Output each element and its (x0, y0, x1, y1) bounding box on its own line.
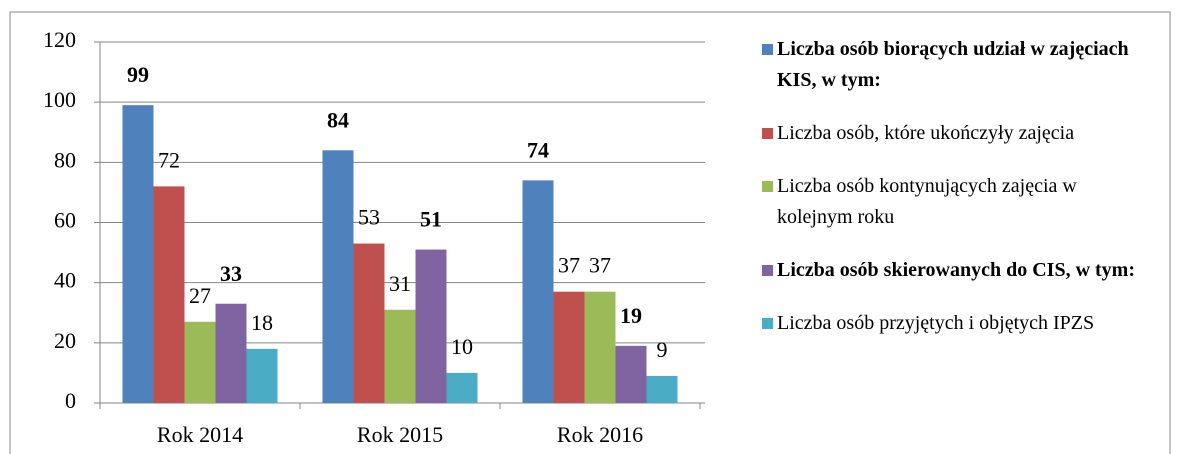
data-label: 74 (527, 137, 549, 162)
bar (184, 321, 216, 403)
bar (122, 105, 154, 404)
legend-item: Liczba osób przyjętych i objętych IPZS (762, 308, 1152, 339)
bar (615, 345, 647, 403)
legend-label: Liczba osób skierowanych do CIS, w tym: (777, 259, 1135, 281)
chart-border (9, 11, 1171, 454)
y-tick-label: 0 (65, 388, 76, 413)
bar (584, 291, 616, 403)
data-label: 99 (127, 62, 149, 87)
data-label: 72 (158, 147, 180, 172)
y-tick-label: 80 (54, 147, 76, 172)
y-tick-label: 120 (43, 27, 76, 52)
legend-swatch (762, 44, 773, 55)
data-label: 27 (189, 283, 211, 308)
y-tick-label: 60 (54, 208, 76, 233)
y-tick-label: 100 (43, 87, 76, 112)
y-tick-label: 20 (54, 328, 76, 353)
bar (246, 348, 278, 403)
legend-swatch (762, 181, 773, 192)
bar (522, 180, 554, 403)
bar (384, 309, 416, 403)
data-label: 19 (620, 303, 642, 328)
data-label: 33 (220, 261, 242, 286)
bar (153, 186, 185, 403)
legend-label: Liczba osób kontynujących zajęcia w kole… (777, 175, 1077, 228)
bar (322, 150, 354, 403)
legend: Liczba osób biorących udział w zajęciach… (762, 34, 1152, 361)
x-tick-label: Rok 2015 (357, 422, 443, 447)
data-label: 18 (251, 310, 273, 335)
data-label: 31 (389, 271, 411, 296)
bar (553, 291, 585, 403)
legend-item: Liczba osób, które ukończyły zajęcia (762, 118, 1152, 149)
data-label: 10 (451, 334, 473, 359)
legend-item: Liczba osób kontynujących zajęcia w kole… (762, 171, 1152, 233)
legend-label: Liczba osób przyjętych i objętych IPZS (777, 312, 1095, 334)
data-label: 51 (420, 207, 442, 232)
legend-item: Liczba osób biorących udział w zajęciach… (762, 34, 1152, 96)
x-tick-label: Rok 2014 (157, 422, 243, 447)
bar (215, 303, 247, 403)
legend-swatch (762, 128, 773, 139)
data-label: 37 (558, 253, 580, 278)
data-label: 53 (358, 205, 380, 230)
legend-label: Liczba osób, które ukończyły zajęcia (777, 122, 1075, 144)
legend-swatch (762, 265, 773, 276)
legend-item: Liczba osób skierowanych do CIS, w tym: (762, 255, 1152, 286)
bar (646, 375, 678, 403)
data-label: 84 (327, 107, 349, 132)
legend-label: Liczba osób biorących udział w zajęciach… (777, 38, 1129, 91)
bar (415, 249, 447, 403)
bar (353, 243, 385, 403)
bar (446, 372, 478, 403)
y-tick-label: 40 (54, 268, 76, 293)
x-tick-label: Rok 2016 (557, 422, 643, 447)
data-label: 37 (589, 253, 611, 278)
legend-swatch (762, 318, 773, 329)
data-label: 9 (657, 337, 668, 362)
